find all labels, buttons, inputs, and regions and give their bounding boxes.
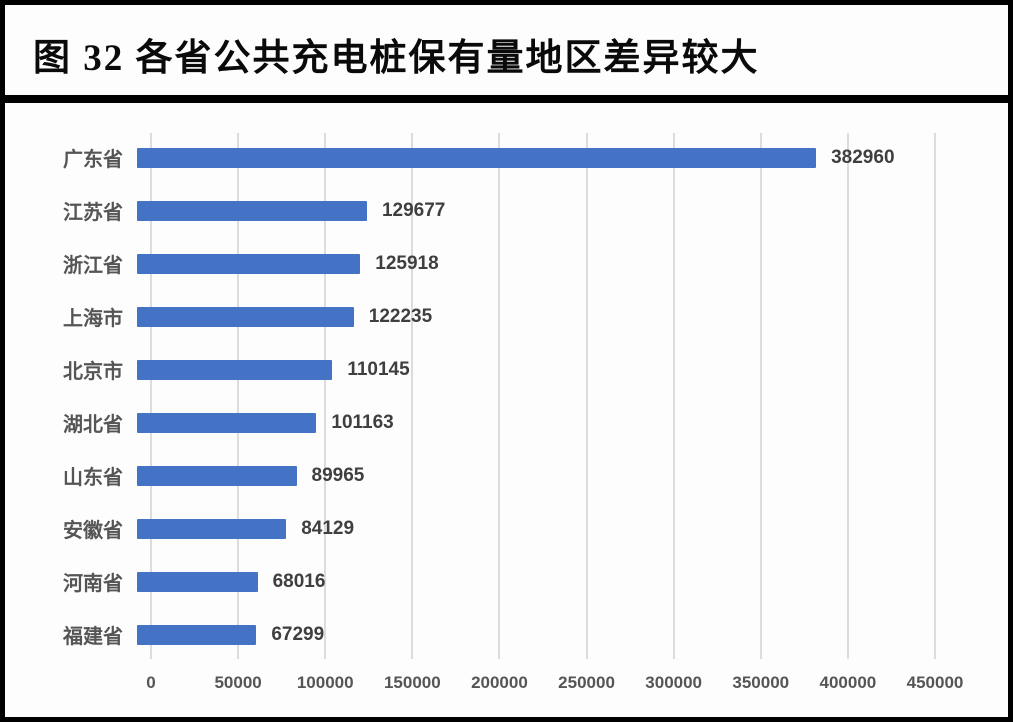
bar-track: 84129 xyxy=(137,502,935,555)
gridline xyxy=(498,133,501,659)
value-label: 67299 xyxy=(271,623,325,645)
bar-track: 101163 xyxy=(137,396,935,449)
chart-body: 广东省 382960 江苏省 129677 浙江省 125918 上海市 122235 北京市 1… xyxy=(37,131,936,661)
x-tick-label: 50000 xyxy=(214,673,262,692)
bar-row: 安徽省 84129 xyxy=(37,502,935,555)
category-label: 浙江省 xyxy=(63,255,123,277)
bar xyxy=(137,624,257,645)
title-divider xyxy=(5,95,1008,103)
category-label: 上海市 xyxy=(63,308,123,330)
gridline xyxy=(934,133,936,659)
bar-chart: 广东省 382960 江苏省 129677 浙江省 125918 上海市 122235 北京市 1… xyxy=(37,131,963,701)
bar-row: 河南省 68016 xyxy=(37,555,935,608)
gridline xyxy=(759,133,762,659)
x-tick-label: 150000 xyxy=(383,673,441,692)
bar xyxy=(137,200,367,221)
x-tick-label: 100000 xyxy=(296,673,354,692)
x-tick-label: 350000 xyxy=(732,673,790,692)
bar-row: 广东省 382960 xyxy=(37,131,935,184)
bar-track: 125918 xyxy=(137,237,935,290)
category-label: 安徽省 xyxy=(63,520,123,542)
category-label: 湖北省 xyxy=(63,414,123,436)
x-tick-label: 400000 xyxy=(819,673,877,692)
bar-track: 122235 xyxy=(137,290,935,343)
gridline xyxy=(150,133,152,659)
value-label: 89965 xyxy=(311,464,365,486)
value-label: 129677 xyxy=(381,199,446,221)
bar-track: 382960 xyxy=(137,131,935,184)
gridline xyxy=(672,133,675,659)
category-label: 山东省 xyxy=(63,467,123,489)
bar-row: 浙江省 125918 xyxy=(37,237,935,290)
value-label: 125918 xyxy=(375,252,439,274)
figure-title: 图 32 各省公共充电桩保有量地区差异较大 xyxy=(33,38,760,79)
bar xyxy=(137,571,258,592)
bar-row: 山东省 89965 xyxy=(37,449,935,502)
bar xyxy=(137,359,333,380)
x-tick-label: 450000 xyxy=(906,673,964,692)
gridlines xyxy=(150,133,936,659)
bar xyxy=(137,253,361,274)
bar-track: 67299 xyxy=(137,608,935,661)
category-label: 河南省 xyxy=(63,573,123,595)
bar xyxy=(137,518,287,539)
bar-track: 129677 xyxy=(137,184,935,237)
value-label: 101163 xyxy=(331,411,394,433)
category-label: 福建省 xyxy=(63,626,123,648)
bar-row: 北京市 110145 xyxy=(37,343,935,396)
bar-row: 湖北省 101163 xyxy=(37,396,935,449)
x-axis: 0 50000 100000 150000 200000 250000 300000 3500… xyxy=(146,661,963,701)
bar xyxy=(137,147,817,168)
x-tick-label: 200000 xyxy=(471,673,528,692)
gridline xyxy=(846,133,849,659)
value-label: 68016 xyxy=(272,570,326,592)
x-tick-label: 250000 xyxy=(558,673,615,692)
gridline xyxy=(237,133,240,659)
bar-track: 89965 xyxy=(137,449,935,502)
x-tick-label: 0 xyxy=(146,673,156,692)
gridline xyxy=(324,133,327,659)
value-label: 110145 xyxy=(347,358,410,380)
bar xyxy=(137,306,354,327)
category-label: 江苏省 xyxy=(63,202,123,224)
value-label: 382960 xyxy=(831,146,895,168)
bar xyxy=(137,465,297,486)
gridline xyxy=(585,133,588,659)
bar-track: 68016 xyxy=(137,555,935,608)
x-tick-label: 300000 xyxy=(645,673,703,692)
bar-row: 江苏省 129677 xyxy=(37,184,935,237)
category-label: 广东省 xyxy=(63,149,123,171)
bar-row: 福建省 67299 xyxy=(37,608,935,661)
bar xyxy=(137,412,317,433)
value-label: 84129 xyxy=(301,517,355,539)
category-label: 北京市 xyxy=(63,361,123,383)
bar-row: 上海市 122235 xyxy=(37,290,935,343)
bar-track: 110145 xyxy=(137,343,935,396)
gridline xyxy=(411,133,414,659)
value-label: 122235 xyxy=(368,305,433,327)
